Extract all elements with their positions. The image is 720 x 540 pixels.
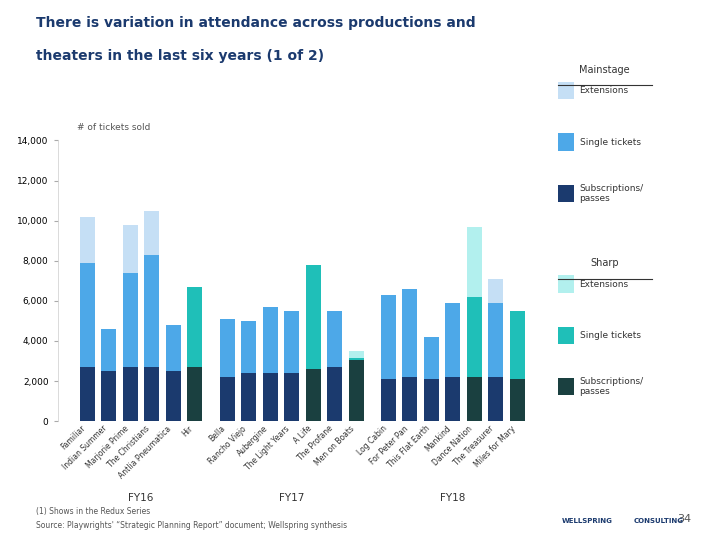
Bar xyxy=(305,265,320,369)
Bar xyxy=(166,325,181,371)
Bar xyxy=(220,319,235,377)
Bar xyxy=(348,351,364,358)
Text: Sharp: Sharp xyxy=(590,258,619,268)
Bar xyxy=(446,377,460,421)
Bar xyxy=(402,289,418,377)
Bar xyxy=(467,297,482,377)
Bar xyxy=(510,311,525,379)
Bar xyxy=(327,367,342,421)
Bar xyxy=(145,255,159,367)
Text: FY18: FY18 xyxy=(440,494,466,503)
Text: Subscriptions/
passes: Subscriptions/ passes xyxy=(580,184,644,203)
Bar xyxy=(80,217,95,263)
Bar xyxy=(488,377,503,421)
Bar xyxy=(381,295,396,379)
Text: Single tickets: Single tickets xyxy=(580,138,641,146)
Bar xyxy=(424,379,439,421)
Text: WELLSPRING: WELLSPRING xyxy=(562,518,613,524)
Text: CONSULTING: CONSULTING xyxy=(634,518,683,524)
Text: Subscriptions/
passes: Subscriptions/ passes xyxy=(580,377,644,396)
Bar xyxy=(348,360,364,421)
Bar xyxy=(187,287,202,367)
Bar xyxy=(241,321,256,373)
Bar xyxy=(145,367,159,421)
Bar xyxy=(510,379,525,421)
Text: Extensions: Extensions xyxy=(580,280,629,288)
Bar xyxy=(241,373,256,421)
Bar xyxy=(381,379,396,421)
Text: FY17: FY17 xyxy=(279,494,305,503)
Bar xyxy=(424,337,439,379)
Bar xyxy=(446,303,460,377)
Text: Mainstage: Mainstage xyxy=(580,65,630,75)
Text: Source: Playwrights' “Strategic Planning Report” document; Wellspring synthesis: Source: Playwrights' “Strategic Planning… xyxy=(36,521,347,530)
Text: There is variation in attendance across productions and: There is variation in attendance across … xyxy=(36,16,476,30)
Bar xyxy=(263,373,278,421)
Bar xyxy=(102,329,117,371)
Bar xyxy=(123,273,138,367)
Bar xyxy=(305,369,320,421)
Bar xyxy=(488,279,503,303)
Bar xyxy=(123,225,138,273)
Text: theaters in the last six years (1 of 2): theaters in the last six years (1 of 2) xyxy=(36,49,324,63)
Bar xyxy=(145,211,159,255)
Bar xyxy=(488,303,503,377)
Bar xyxy=(220,377,235,421)
Bar xyxy=(102,371,117,421)
Text: FY16: FY16 xyxy=(128,494,154,503)
Bar xyxy=(80,367,95,421)
Bar xyxy=(467,377,482,421)
Bar xyxy=(284,373,300,421)
Bar xyxy=(402,377,418,421)
Bar xyxy=(166,371,181,421)
Bar xyxy=(123,367,138,421)
Bar xyxy=(187,367,202,421)
Text: # of tickets sold: # of tickets sold xyxy=(76,123,150,132)
Bar xyxy=(80,263,95,367)
Text: (1) Shows in the Redux Series: (1) Shows in the Redux Series xyxy=(36,507,150,516)
Text: 34: 34 xyxy=(677,514,691,524)
Bar xyxy=(467,227,482,297)
Bar xyxy=(348,358,364,360)
Text: Extensions: Extensions xyxy=(580,86,629,95)
Bar xyxy=(327,311,342,367)
Text: Single tickets: Single tickets xyxy=(580,331,641,340)
Bar xyxy=(284,311,300,373)
Bar xyxy=(263,307,278,373)
